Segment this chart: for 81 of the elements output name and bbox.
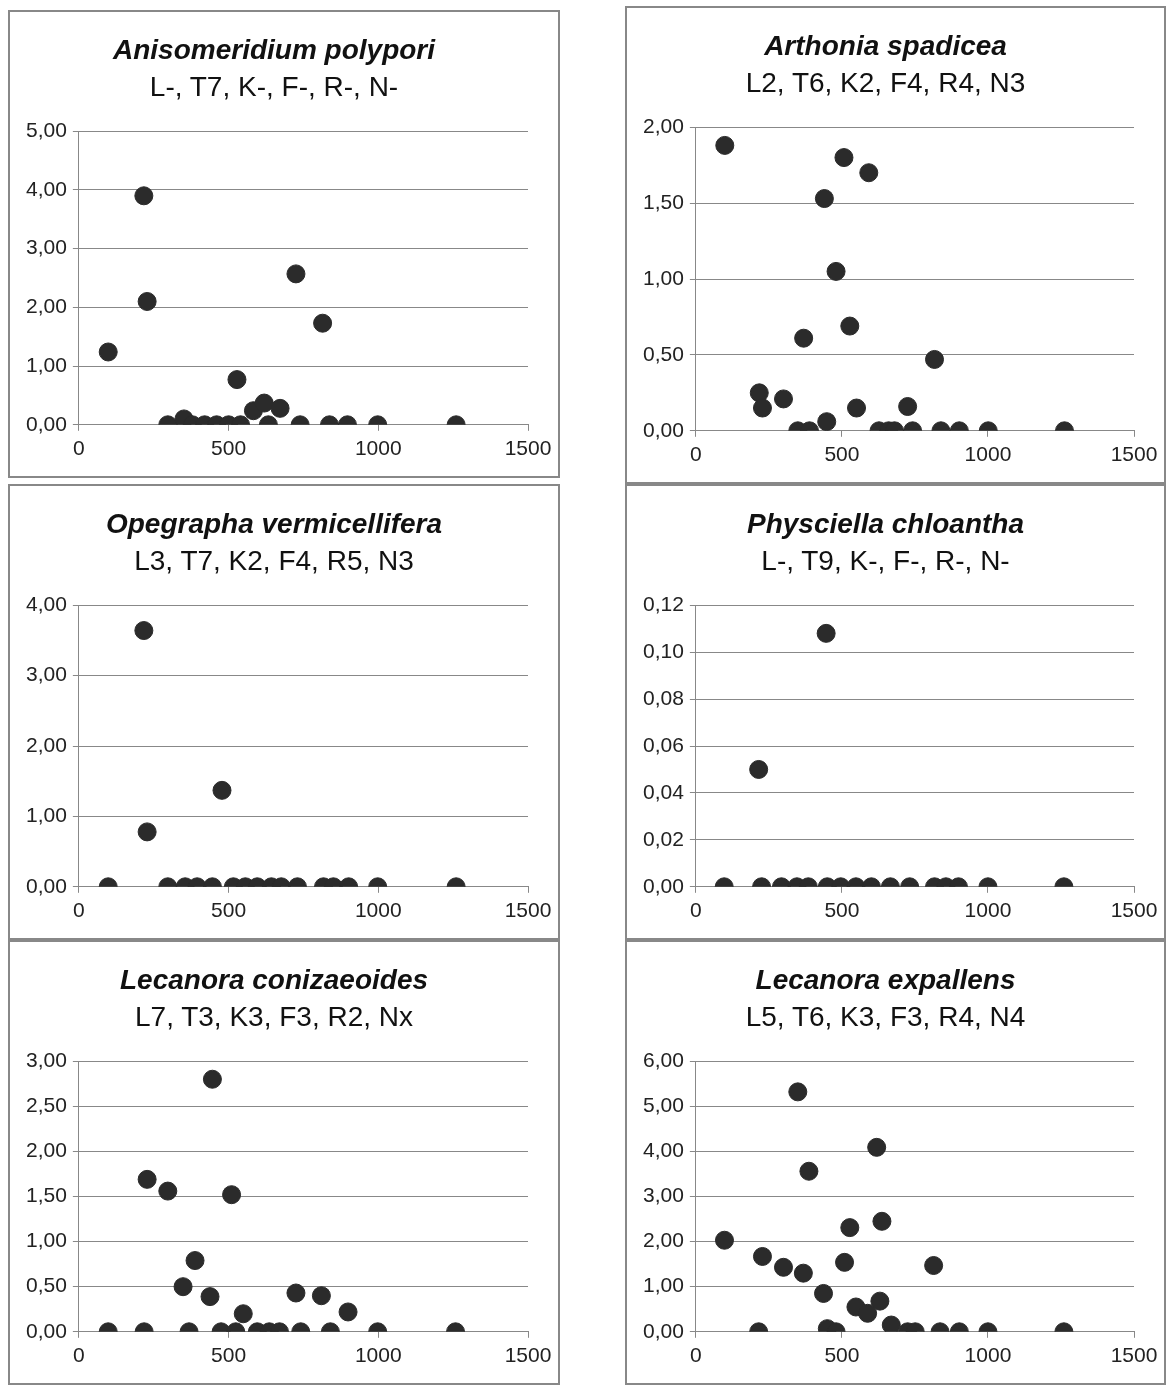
y-tick-label: 1,50 [26, 1183, 67, 1207]
x-tick-label: 1500 [1110, 442, 1158, 466]
y-tick-label: 0,00 [26, 411, 67, 435]
chart-subtitle: L2, T6, K2, F4, R4, N3 [745, 67, 1026, 99]
y-tick-label: 4,00 [643, 1138, 684, 1162]
y-tick-label: 0,50 [26, 1273, 67, 1297]
y-tick-label: 0,00 [643, 1318, 684, 1342]
chart-title: Physciella chloantha [747, 507, 1024, 539]
point [715, 135, 735, 155]
point [814, 189, 834, 209]
chart-subtitle: L-, T7, K-, F-, R-, N- [149, 71, 399, 103]
x-tick-label: 500 [824, 898, 860, 922]
x-tick-label: 1000 [354, 436, 402, 460]
point [222, 1185, 242, 1205]
y-tick-label: 2,00 [643, 1228, 684, 1252]
y-tick-label: 0,00 [26, 873, 67, 897]
y-tick-label: 2,00 [643, 114, 684, 137]
y-tick-label: 1,00 [643, 1273, 684, 1297]
x-tick-label: 0 [690, 1343, 702, 1367]
y-tick-label: 0,02 [643, 826, 684, 850]
y-tick-label: 0,08 [643, 685, 684, 709]
y-tick-label: 0,00 [26, 1318, 67, 1342]
y-tick-label: 2,00 [26, 732, 67, 756]
x-tick-label: 500 [211, 898, 247, 922]
x-tick-label: 1500 [1110, 1343, 1158, 1367]
x-tick-label: 0 [690, 898, 702, 922]
point [137, 1169, 157, 1189]
x-tick-label: 1500 [504, 436, 552, 460]
y-tick-label: 2,50 [26, 1093, 67, 1117]
chart-title: Opegrapha vermicellifera [105, 507, 443, 539]
y-tick-label: 5,00 [26, 118, 67, 141]
x-tick-label: 1500 [1110, 898, 1158, 922]
y-tick-label: 0,12 [643, 592, 684, 615]
chart-subtitle: L-, T9, K-, F-, R-, N- [761, 545, 1010, 577]
y-tick-label: 0,50 [643, 341, 684, 365]
x-tick-label: 1000 [354, 1343, 402, 1367]
y-tick-label: 4,00 [26, 592, 67, 615]
y-tick-label: 0,04 [643, 779, 685, 803]
y-tick-label: 1,00 [643, 265, 684, 289]
chart-subtitle: L5, T6, K3, F3, R4, N4 [745, 1001, 1026, 1033]
y-tick-label: 3,00 [26, 235, 67, 259]
x-tick-label: 500 [211, 436, 247, 460]
x-tick-label: 0 [73, 436, 85, 460]
y-tick-label: 4,00 [26, 176, 67, 200]
x-tick-label: 500 [824, 1343, 860, 1367]
x-tick-label: 500 [211, 1343, 247, 1367]
y-tick-label: 3,00 [643, 1183, 684, 1207]
y-tick-label: 0,00 [643, 873, 684, 897]
y-tick-label: 2,00 [26, 1138, 67, 1162]
y-tick-label: 0,00 [643, 417, 684, 441]
point [826, 261, 846, 281]
x-tick-label: 1500 [504, 1343, 552, 1367]
chart-title: Lecanora conizaeoides [119, 963, 429, 995]
y-tick-label: 5,00 [643, 1093, 684, 1117]
y-tick-label: 3,00 [26, 662, 67, 686]
x-tick-label: 1500 [504, 898, 552, 922]
x-tick-label: 0 [73, 898, 85, 922]
y-tick-label: 1,50 [643, 189, 684, 213]
x-tick-label: 1000 [354, 898, 402, 922]
chart-title: Lecanora expallens [755, 963, 1016, 995]
y-tick-label: 0,10 [643, 638, 684, 662]
y-tick-label: 1,00 [26, 1228, 67, 1252]
y-tick-label: 2,00 [26, 294, 67, 318]
x-tick-label: 1000 [964, 442, 1012, 466]
y-tick-label: 6,00 [643, 1048, 684, 1071]
chart-subtitle: L3, T7, K2, F4, R5, N3 [134, 545, 414, 577]
x-tick-label: 500 [824, 442, 860, 466]
chart-title: Anisomeridium polypori [111, 33, 437, 65]
x-tick-label: 1000 [964, 898, 1012, 922]
y-tick-label: 1,00 [26, 803, 67, 827]
chart-title: Arthonia spadicea [763, 29, 1007, 61]
y-tick-label: 3,00 [26, 1048, 67, 1071]
point [158, 1181, 178, 1201]
y-tick-label: 0,06 [643, 732, 684, 756]
x-tick-label: 0 [690, 442, 702, 466]
x-tick-label: 0 [73, 1343, 85, 1367]
chart-subtitle: L7, T3, K3, F3, R2, Nx [134, 1001, 414, 1033]
point [834, 148, 854, 168]
y-tick-label: 1,00 [26, 352, 67, 376]
x-tick-label: 1000 [964, 1343, 1012, 1367]
point [859, 163, 879, 183]
